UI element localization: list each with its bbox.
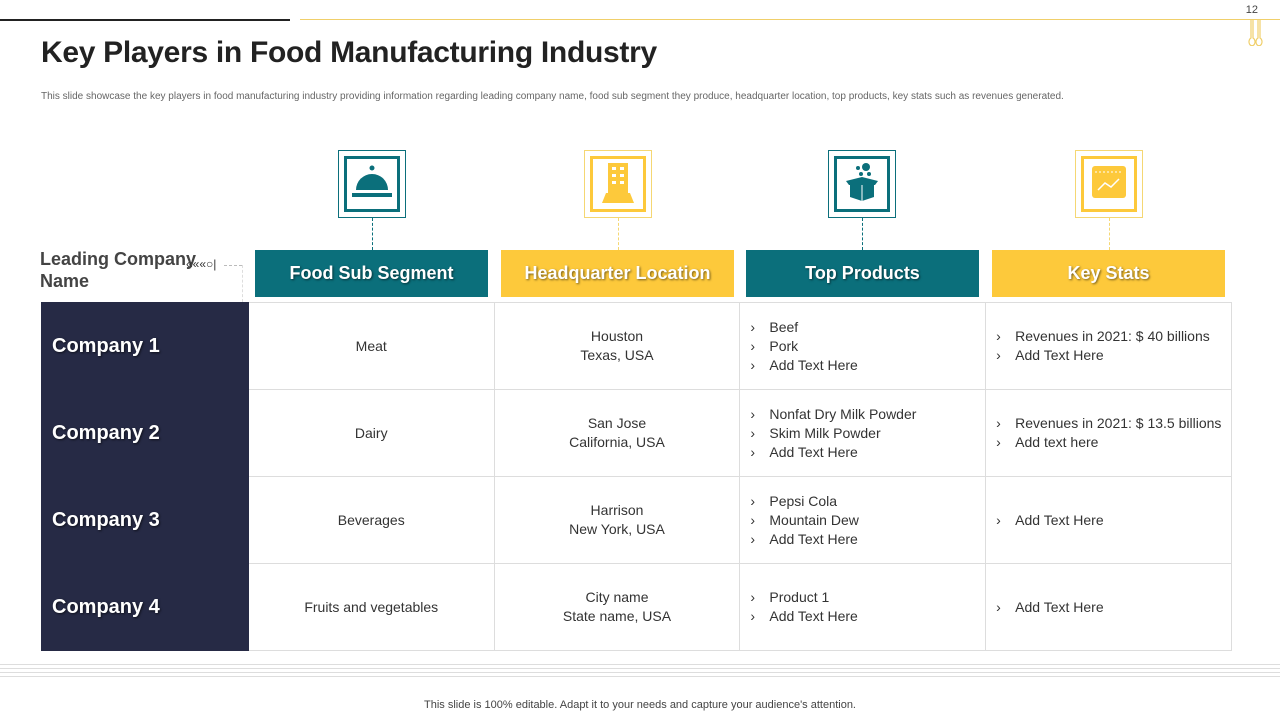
hq-line: Houston bbox=[590, 328, 644, 344]
connector bbox=[242, 265, 243, 302]
company-name: Company 3 bbox=[41, 476, 249, 564]
segment-cell: Fruits and vegetables bbox=[247, 563, 495, 651]
list-item: Add Text Here bbox=[750, 356, 985, 375]
list-item: Skim Milk Powder bbox=[750, 424, 985, 443]
stats-cell: Add Text Here bbox=[985, 476, 1232, 564]
table-row: Company 3 Beverages Harrison New York, US… bbox=[41, 476, 1232, 564]
list-item: Add Text Here bbox=[750, 443, 985, 462]
food-cloche-icon bbox=[350, 164, 394, 205]
hq-line: City name bbox=[585, 589, 649, 605]
connector bbox=[862, 218, 863, 250]
segment-cell: Beverages bbox=[247, 476, 495, 564]
hq-line: San Jose bbox=[587, 415, 647, 431]
header-key-stats: Key Stats bbox=[992, 250, 1225, 297]
footer-note: This slide is 100% editable. Adapt it to… bbox=[424, 699, 856, 711]
leading-company-label: Leading Company Name bbox=[40, 249, 197, 291]
segment-cell: Dairy bbox=[247, 389, 495, 477]
hq-line: State name, USA bbox=[562, 608, 672, 624]
hq-cell: Harrison New York, USA bbox=[493, 476, 741, 564]
list-item: Pepsi Cola bbox=[750, 492, 985, 511]
analytics-chart-icon bbox=[1091, 164, 1127, 205]
connector bbox=[1109, 218, 1110, 250]
list-item: Add text here bbox=[996, 433, 1231, 452]
company-name: Company 2 bbox=[41, 389, 249, 477]
segment-cell: Meat bbox=[247, 302, 495, 390]
connector bbox=[618, 218, 619, 250]
header-icon-box bbox=[1075, 150, 1143, 218]
list-item: Revenues in 2021: $ 40 billions bbox=[996, 327, 1231, 346]
header-icon-box bbox=[828, 150, 896, 218]
list-item: Add Text Here bbox=[996, 511, 1231, 530]
bottom-divider bbox=[0, 664, 1280, 680]
top-divider bbox=[0, 19, 290, 21]
list-item: Add Text Here bbox=[750, 530, 985, 549]
page-title: Key Players in Food Manufacturing Indust… bbox=[41, 36, 657, 69]
top-divider-gold bbox=[300, 19, 1280, 20]
stats-cell: Revenues in 2021: $ 40 billionsAdd Text … bbox=[985, 302, 1232, 390]
utensils-icon bbox=[1246, 20, 1264, 47]
products-cell: Product 1Add Text Here bbox=[739, 563, 987, 651]
list-item: Product 1 bbox=[750, 588, 985, 607]
products-cell: Nonfat Dry Milk PowderSkim Milk PowderAd… bbox=[739, 389, 987, 477]
page-subtitle: This slide showcase the key players in f… bbox=[41, 91, 1064, 102]
stats-cell: Revenues in 2021: $ 13.5 billionsAdd tex… bbox=[985, 389, 1232, 477]
company-name: Company 1 bbox=[41, 302, 249, 390]
table-row: Company 1 Meat Houston Texas, USA BeefPor… bbox=[41, 302, 1232, 390]
connector bbox=[224, 265, 242, 266]
arrows-decoration: «««○| bbox=[186, 257, 217, 271]
list-item: Nonfat Dry Milk Powder bbox=[750, 405, 985, 424]
hq-cell: City name State name, USA bbox=[493, 563, 741, 651]
products-cell: Pepsi ColaMountain DewAdd Text Here bbox=[739, 476, 987, 564]
header-headquarter-location: Headquarter Location bbox=[501, 250, 734, 297]
connector bbox=[372, 218, 373, 250]
header-top-products: Top Products bbox=[746, 250, 979, 297]
hq-line: Harrison bbox=[590, 502, 644, 518]
header-food-sub-segment: Food Sub Segment bbox=[255, 250, 488, 297]
hq-line: California, USA bbox=[569, 434, 665, 450]
product-box-icon bbox=[844, 161, 880, 208]
key-players-table: Company 1 Meat Houston Texas, USA BeefPor… bbox=[41, 302, 1232, 651]
company-name: Company 4 bbox=[41, 563, 249, 651]
table-row: Company 2 Dairy San Jose California, USA … bbox=[41, 389, 1232, 477]
list-item: Add Text Here bbox=[996, 346, 1231, 365]
list-item: Add Text Here bbox=[996, 598, 1231, 617]
table-row: Company 4 Fruits and vegetables City nam… bbox=[41, 563, 1232, 651]
hq-line: Texas, USA bbox=[580, 347, 654, 363]
header-icon-box bbox=[584, 150, 652, 218]
header-icon-box bbox=[338, 150, 406, 218]
products-cell: BeefPorkAdd Text Here bbox=[739, 302, 987, 390]
list-item: Mountain Dew bbox=[750, 511, 985, 530]
stats-cell: Add Text Here bbox=[985, 563, 1232, 651]
list-item: Pork bbox=[750, 337, 985, 356]
hq-cell: Houston Texas, USA bbox=[493, 302, 741, 390]
building-icon bbox=[600, 161, 636, 208]
page-number: 12 bbox=[1245, 4, 1258, 16]
list-item: Add Text Here bbox=[750, 607, 985, 626]
list-item: Beef bbox=[750, 318, 985, 337]
hq-line: New York, USA bbox=[569, 521, 665, 537]
hq-cell: San Jose California, USA bbox=[493, 389, 741, 477]
list-item: Revenues in 2021: $ 13.5 billions bbox=[996, 414, 1231, 433]
